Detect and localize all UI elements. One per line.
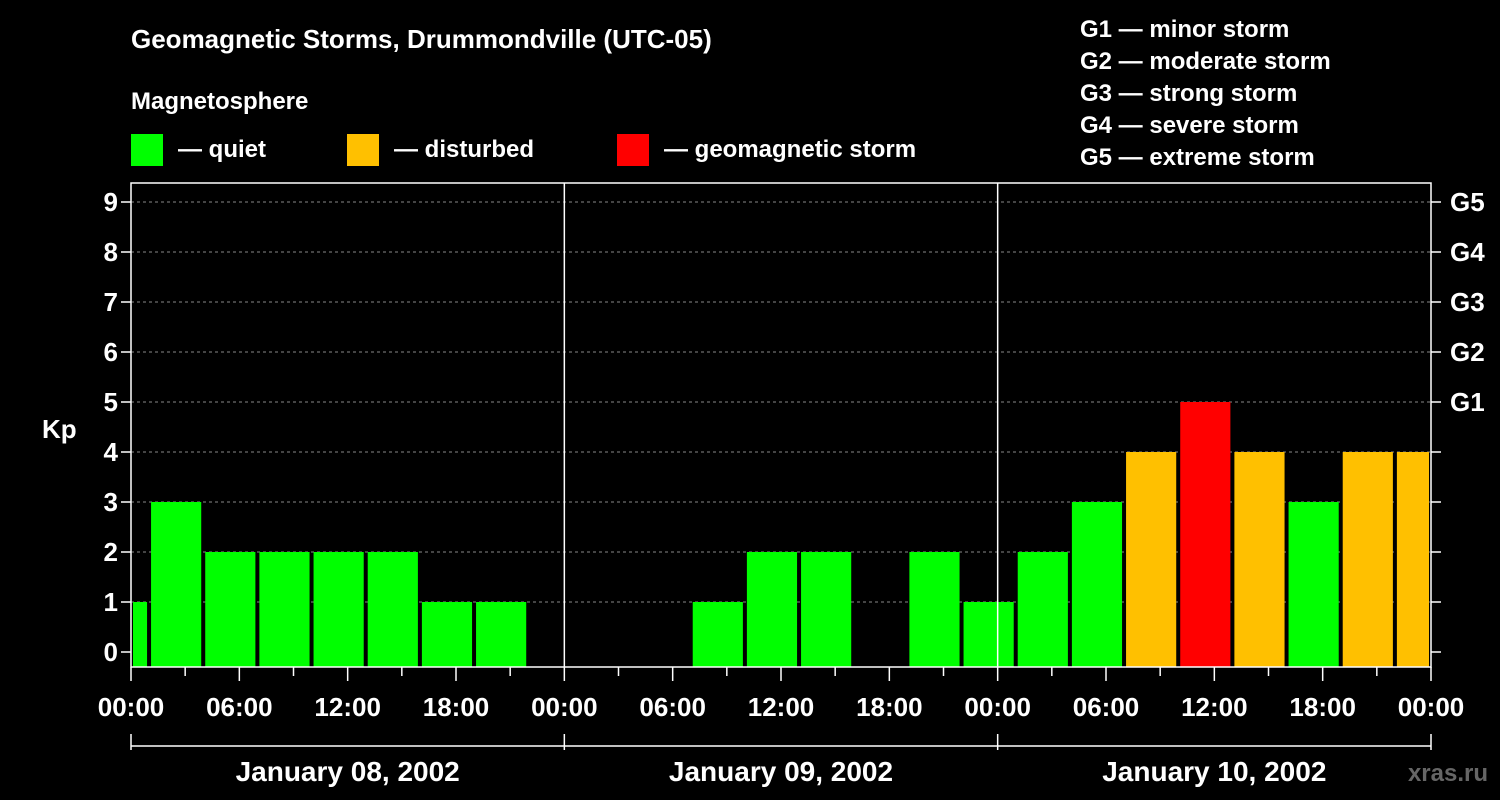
y-tick-label: 0 [104, 637, 118, 667]
x-tick-label: 12:00 [748, 692, 815, 722]
kp-bar [205, 552, 256, 667]
kp-bar [1126, 452, 1177, 667]
y-tick-label: 6 [104, 337, 118, 367]
x-tick-label: 12:00 [314, 692, 381, 722]
x-tick-label: 00:00 [1398, 692, 1465, 722]
kp-bar [1017, 552, 1068, 667]
x-tick-label: 18:00 [1289, 692, 1356, 722]
g-scale-legend: G1 — minor storm G2 — moderate storm G3 … [1080, 16, 1331, 171]
legend-label-quiet: — quiet [178, 136, 266, 163]
legend-swatch-disturbed [347, 134, 379, 166]
g-level-label: G3 [1450, 287, 1485, 317]
g-scale-g2: G2 — moderate storm [1080, 48, 1331, 75]
x-tick-label: 18:00 [423, 692, 490, 722]
legend-swatch-quiet [131, 134, 163, 166]
legend-label-disturbed: — disturbed [394, 136, 534, 163]
kp-bar [801, 552, 852, 667]
kp-bar [1396, 452, 1429, 667]
legend-heading: Magnetosphere [131, 88, 308, 115]
g-level-label: G2 [1450, 337, 1485, 367]
g-scale-g5: G5 — extreme storm [1080, 144, 1315, 171]
y-axis-label: Kp [42, 414, 77, 444]
g-level-label: G4 [1450, 237, 1485, 267]
g-scale-g3: G3 — strong storm [1080, 80, 1297, 107]
kp-bar [367, 552, 418, 667]
chart-title: Geomagnetic Storms, Drummondville (UTC-0… [131, 24, 712, 54]
g-scale-g4: G4 — severe storm [1080, 112, 1299, 139]
kp-bar [692, 602, 743, 667]
kp-bar [1342, 452, 1393, 667]
y-tick-label: 4 [104, 437, 119, 467]
kp-bar [1071, 502, 1123, 667]
kp-bar [421, 602, 473, 667]
y-tick-label: 3 [104, 487, 118, 517]
x-tick-label: 00:00 [964, 692, 1031, 722]
kp-bar [1288, 502, 1339, 667]
kp-bar [476, 602, 527, 667]
g-level-label: G5 [1450, 187, 1485, 217]
y-tick-label: 7 [104, 287, 118, 317]
kp-bar [1180, 402, 1231, 667]
y-tick-label: 2 [104, 537, 118, 567]
kp-bar [963, 602, 1014, 667]
x-tick-label: 00:00 [98, 692, 165, 722]
x-tick-label: 00:00 [531, 692, 598, 722]
legend-swatch-storm [617, 134, 649, 166]
kp-bar [133, 602, 148, 667]
x-tick-label: 06:00 [206, 692, 273, 722]
day-label: January 09, 2002 [669, 756, 893, 787]
watermark: xras.ru [1408, 760, 1488, 787]
y-tick-label: 9 [104, 187, 118, 217]
kp-bar [909, 552, 960, 667]
legend-label-storm: — geomagnetic storm [664, 136, 916, 163]
g-scale-g1: G1 — minor storm [1080, 16, 1289, 43]
y-tick-label: 5 [104, 387, 118, 417]
g-level-label: G1 [1450, 387, 1485, 417]
x-tick-label: 06:00 [639, 692, 706, 722]
kp-bar [259, 552, 310, 667]
kp-bar [313, 552, 364, 667]
x-tick-label: 18:00 [856, 692, 923, 722]
plot-area: 0 1 2 3 4 5 6 7 8 9 G1 G2 G3 G4 G5 00:00 06:00 12:00 18:00… [98, 182, 1485, 787]
kp-bar [1234, 452, 1285, 667]
legend: — quiet — disturbed — geomagnetic storm [131, 134, 916, 166]
kp-bar [746, 552, 798, 667]
x-tick-label: 12:00 [1181, 692, 1248, 722]
kp-bar [151, 502, 202, 667]
day-label: January 10, 2002 [1102, 756, 1326, 787]
x-tick-label: 06:00 [1073, 692, 1140, 722]
day-label: January 08, 2002 [236, 756, 460, 787]
y-tick-label: 8 [104, 237, 118, 267]
y-tick-label: 1 [104, 587, 118, 617]
